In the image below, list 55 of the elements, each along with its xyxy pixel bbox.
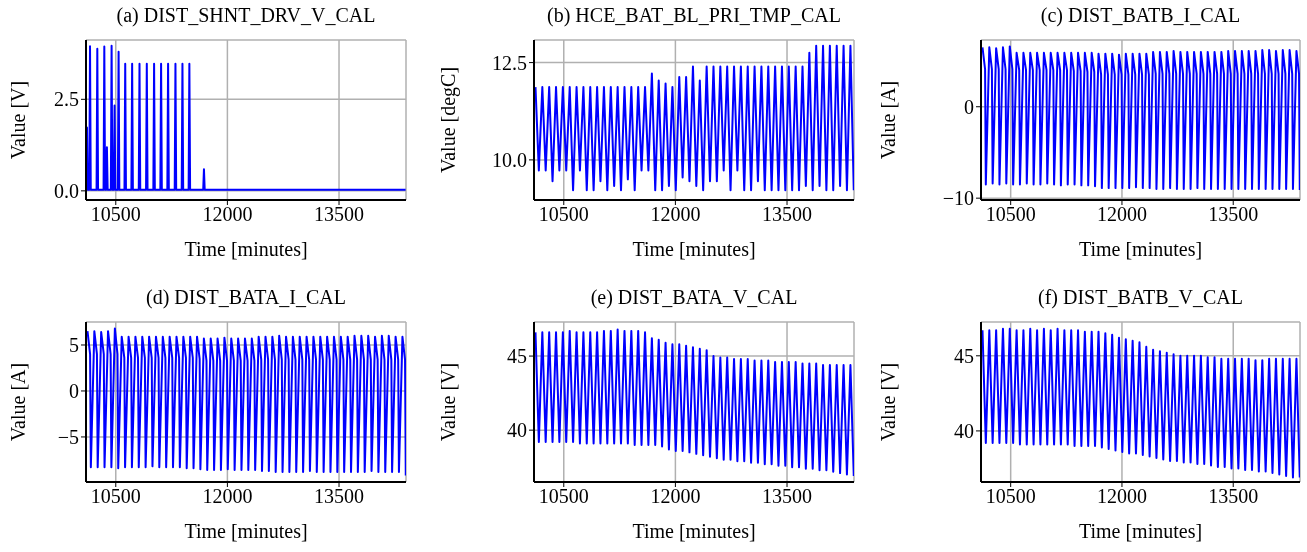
x-tick-label: 10500 [538,485,589,508]
y-tick-label: 0 [69,380,79,403]
x-axis-title: Time [minutes] [632,238,756,260]
chart-title: (d) DIST_BATA_I_CAL [144,285,348,310]
x-tick-label: 13500 [314,203,365,226]
x-axis-title: Time [minutes] [184,520,308,542]
x-tick-label: 13500 [1208,485,1259,508]
x-tick-label: 12000 [650,485,701,508]
y-tick-label: −10 [942,187,974,210]
y-tick-label: 0.0 [54,179,79,202]
y-axis-title: Value [A] [7,362,30,442]
y-axis-title: Value [V] [877,362,900,442]
x-axis-title: Time [minutes] [1078,520,1203,542]
x-axis-title: Time [minutes] [1078,238,1203,260]
line-series [534,44,854,192]
line-series [534,328,854,478]
x-tick-label: 13500 [762,203,813,226]
y-axis-title: Value [V] [7,80,30,160]
chart-title: (e) DIST_BATA_V_CAL [589,285,799,310]
x-tick-label: 10500 [985,203,1036,226]
chart-title: (c) DIST_BATB_I_CAL [1039,3,1242,28]
x-tick-label: 13500 [762,485,813,508]
y-tick-label: 45 [954,344,974,367]
x-tick-label: 13500 [1208,203,1259,226]
x-tick-label: 12000 [1096,485,1147,508]
x-tick-label: 12000 [202,203,253,226]
y-axis-title: Value [degC] [437,66,461,174]
x-tick-label: 12000 [1096,203,1147,226]
x-axis-title: Time [minutes] [184,238,308,260]
x-tick-label: 10500 [90,203,141,226]
line-series [86,327,406,477]
y-tick-label: 40 [507,419,527,442]
y-tick-label: 12.5 [492,51,527,74]
line-series [981,45,1300,191]
x-axis-title: Time [minutes] [632,520,756,542]
y-tick-label: −5 [57,426,79,449]
y-axis-title: Value [A] [877,80,900,160]
x-tick-label: 10500 [90,485,141,508]
y-tick-label: 45 [507,345,527,368]
x-tick-label: 10500 [538,203,589,226]
x-tick-label: 13500 [314,485,365,508]
line-series [981,327,1300,479]
y-tick-label: 40 [954,420,974,443]
y-tick-label: 2.5 [54,88,79,111]
y-axis-title: Value [V] [437,362,460,442]
chart-title: (a) DIST_SHNT_DRV_V_CAL [115,3,377,28]
chart-title: (b) HCE_BAT_BL_PRI_TMP_CAL [546,3,842,28]
y-tick-label: 10.0 [492,149,527,171]
x-tick-label: 10500 [985,485,1036,508]
y-tick-label: 5 [69,334,79,357]
line-series [86,44,406,191]
chart-title: (f) DIST_BATB_V_CAL [1037,285,1244,310]
x-tick-label: 12000 [650,203,701,226]
y-tick-label: 0 [964,95,974,118]
x-tick-label: 12000 [202,485,253,508]
